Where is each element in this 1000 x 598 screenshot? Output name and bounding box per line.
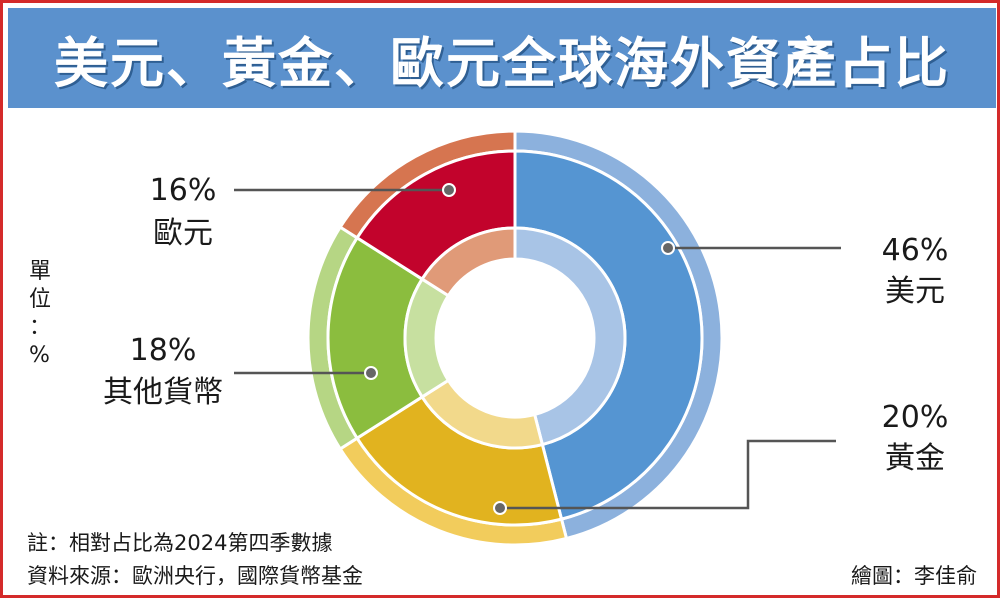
donut-chart: 46% 美元 20% 黃金 18% 其他貨幣 16% 歐元 單 位 ： % 註：相對占比為20… xyxy=(27,129,977,588)
slice-4-value-label: 16% xyxy=(150,173,217,208)
unit-char-3: ： xyxy=(29,315,51,340)
slice-1-leader-dot xyxy=(661,241,675,255)
slice-3-inner-ring xyxy=(403,276,451,400)
slice-4-leader-dot xyxy=(442,183,456,197)
unit-char-4: % xyxy=(29,343,50,368)
chart-title: 美元、黃金、歐元全球海外資產占比 xyxy=(54,31,950,95)
credit-note: 繪圖：李佳俞 xyxy=(851,564,977,588)
slice-labels: 46% 美元 20% 黃金 18% 其他貨幣 16% 歐元 xyxy=(103,173,948,476)
unit-char-2: 位 xyxy=(29,287,51,312)
slice-4 xyxy=(338,129,517,298)
slice-2-leader-dot xyxy=(493,501,507,515)
slice-4-inner-ring xyxy=(420,226,517,298)
slice-1 xyxy=(513,129,724,541)
slice-2-value-label: 20% xyxy=(882,400,949,435)
title-bar: 美元、黃金、歐元全球海外資產占比 xyxy=(8,8,996,108)
unit-char-1: 單 xyxy=(29,259,51,284)
slice-3-category-label: 其他貨幣 xyxy=(103,375,223,410)
unit-label: 單 位 ： % xyxy=(29,259,51,368)
leader-lines xyxy=(234,183,841,515)
slice-3-leader-dot xyxy=(364,366,378,380)
slice-1-value-label: 46% xyxy=(882,233,949,268)
slice-1-inner-ring xyxy=(513,226,627,447)
slice-3-value-label: 18% xyxy=(130,333,197,368)
slice-1-category-label: 美元 xyxy=(885,274,945,309)
slice-4-category-label: 歐元 xyxy=(153,216,213,251)
footnote: 註：相對占比為2024第四季數據 xyxy=(27,531,332,555)
source-note: 資料來源：歐洲央行，國際貨幣基金 xyxy=(27,564,363,588)
slice-2-category-label: 黃金 xyxy=(885,441,945,476)
slices-group xyxy=(306,129,724,547)
slice-2-leader-line xyxy=(500,439,836,510)
